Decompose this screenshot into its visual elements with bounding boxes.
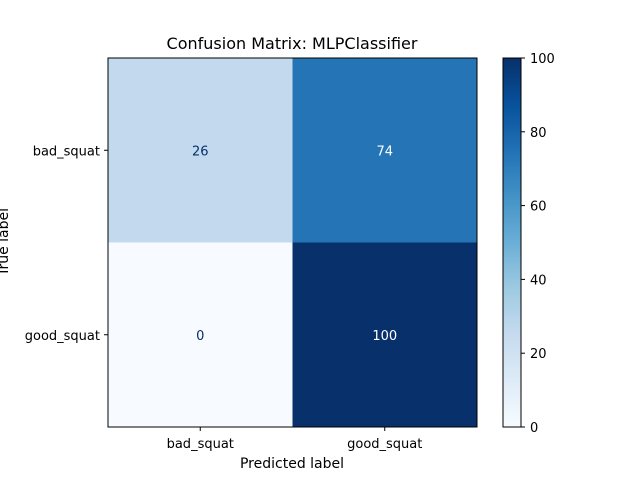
cell-value-label: 74 bbox=[376, 144, 393, 159]
colorbar-tick-label: 20 bbox=[530, 347, 547, 362]
y-axis-ticks: bad_squat good_squat bbox=[25, 144, 108, 344]
colorbar-tick-label: 60 bbox=[530, 200, 547, 215]
heatmap-cells bbox=[108, 58, 477, 427]
heatmap-cell bbox=[292, 58, 477, 243]
cell-value-label: 0 bbox=[196, 329, 204, 344]
heatmap-cell bbox=[108, 58, 293, 243]
chart-title: Confusion Matrix: MLPClassifier bbox=[167, 34, 418, 53]
y-tick-label: bad_squat bbox=[33, 144, 100, 159]
plot-frame bbox=[107, 57, 478, 428]
colorbar-tick-label: 100 bbox=[530, 52, 555, 67]
x-tick-label: good_squat bbox=[347, 437, 422, 452]
colorbar-tick-label: 0 bbox=[530, 421, 538, 436]
x-axis-label: Predicted label bbox=[240, 456, 344, 472]
heatmap-cell bbox=[108, 242, 293, 427]
heatmap-cell-labels: 26 74 0 100 bbox=[192, 144, 397, 344]
x-axis-ticks: bad_squat good_squat bbox=[167, 427, 422, 452]
y-axis-label: True label bbox=[0, 208, 12, 277]
colorbar-tick-label: 80 bbox=[530, 126, 547, 141]
heatmap-cell bbox=[292, 242, 477, 427]
cell-value-label: 26 bbox=[192, 144, 209, 159]
colorbar bbox=[502, 57, 522, 428]
cell-value-label: 100 bbox=[372, 329, 397, 344]
y-tick-label: good_squat bbox=[25, 329, 100, 344]
colorbar-tick-label: 40 bbox=[530, 273, 547, 288]
x-tick-label: bad_squat bbox=[167, 437, 234, 452]
colorbar-ticks: 0 20 40 60 80 100 bbox=[521, 52, 555, 436]
